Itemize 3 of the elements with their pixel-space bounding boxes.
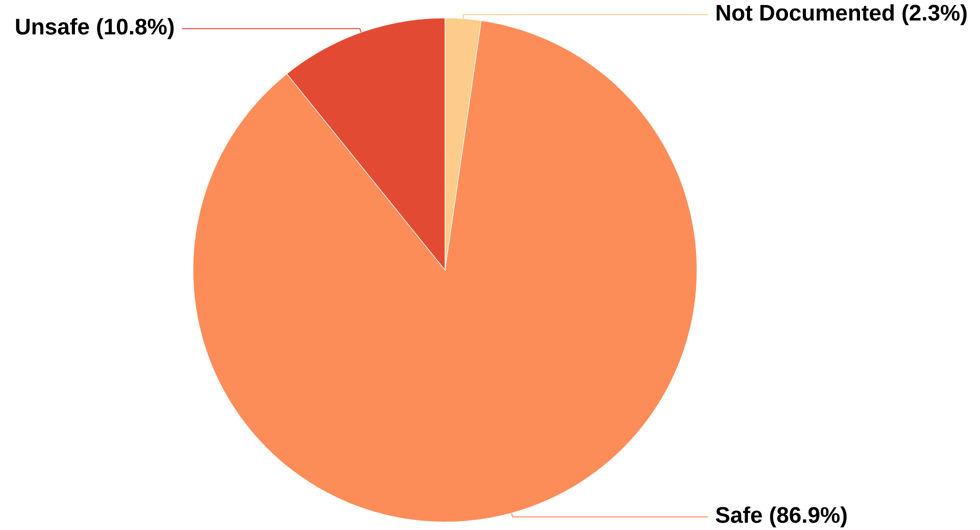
slice-label: Unsafe (10.8%) <box>16 18 174 40</box>
slice-label: Safe (86.9%) <box>716 506 847 528</box>
slice-label: Not Documented (2.3%) <box>716 4 967 26</box>
